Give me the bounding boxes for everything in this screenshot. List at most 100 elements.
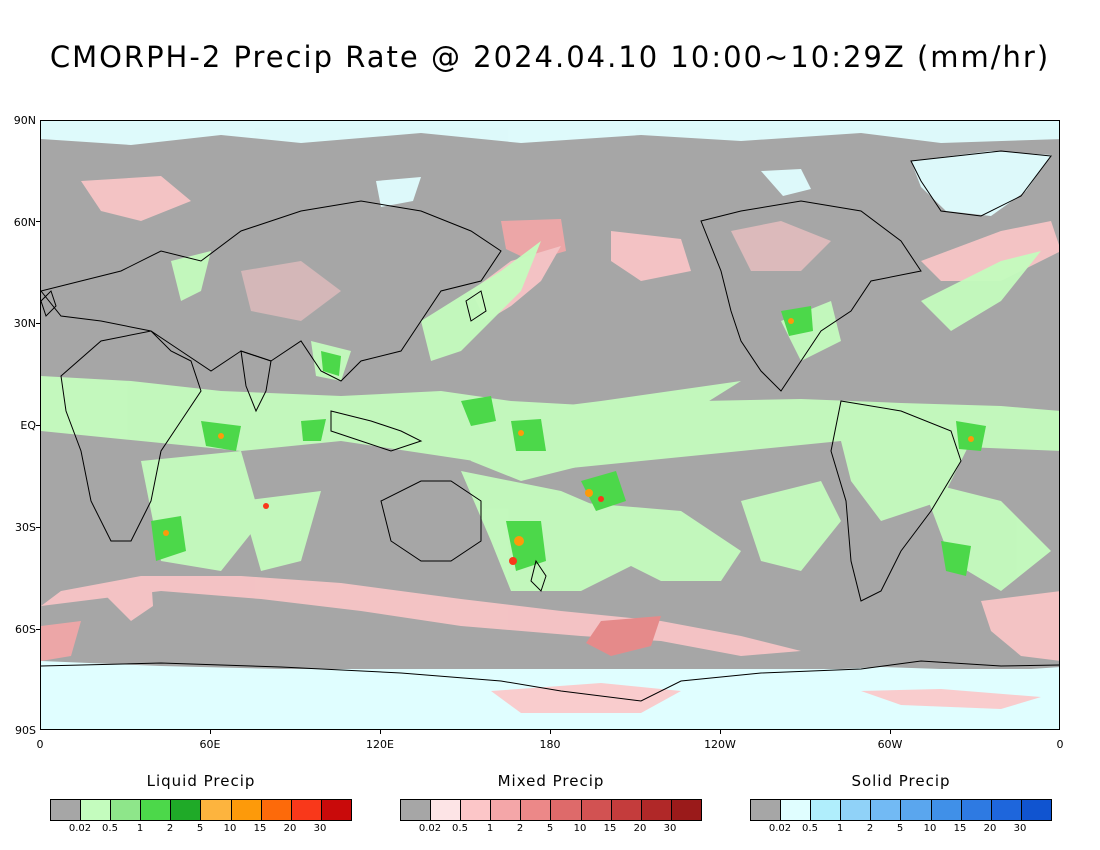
arctic-snow-region xyxy=(41,121,1059,216)
lat-label-90n: 90N xyxy=(13,114,36,127)
southern-mixed-bands xyxy=(41,576,1059,661)
legend-tick-label: 1 xyxy=(136,823,144,834)
lon-label-60e: 60E xyxy=(199,738,221,751)
legend-tick-label: 0.02 xyxy=(68,823,92,834)
lon-tick xyxy=(210,730,211,734)
legend-tick-label: 2 xyxy=(516,823,524,834)
legend-title: Solid Precip xyxy=(851,772,951,790)
lon-tick xyxy=(550,730,551,734)
legend-tick-label: 15 xyxy=(953,823,967,834)
lat-label-eq: EQ xyxy=(20,419,36,432)
legend-swatch xyxy=(871,800,902,820)
legend-swatch xyxy=(401,800,432,820)
legend-tick-label: 5 xyxy=(196,823,204,834)
legend-swatch xyxy=(491,800,522,820)
legend-swatch xyxy=(811,800,842,820)
legend-swatch xyxy=(841,800,872,820)
legend-tick-label: 1 xyxy=(486,823,494,834)
legend-tick-label: 0.5 xyxy=(102,823,118,834)
continent-outlines xyxy=(41,150,1059,702)
legend-swatch xyxy=(141,800,172,820)
legend-tick-label: 10 xyxy=(223,823,237,834)
legend-swatch xyxy=(81,800,112,820)
legend-swatch xyxy=(291,800,322,820)
legend-swatch xyxy=(581,800,612,820)
legend-swatches xyxy=(400,799,702,821)
legend-swatch xyxy=(1021,800,1051,820)
legend-swatch xyxy=(551,800,582,820)
lon-tick xyxy=(380,730,381,734)
legend-tick-label: 30 xyxy=(663,823,677,834)
legend-ticks: 0.02 0.5 1 2 5 10 15 20 30 xyxy=(50,821,352,835)
lat-label-90s: 90S xyxy=(15,724,36,737)
legend-swatches xyxy=(750,799,1052,821)
legend-swatch xyxy=(671,800,701,820)
lon-tick xyxy=(720,730,721,734)
legend-tick-label: 5 xyxy=(546,823,554,834)
lat-label-30n: 30N xyxy=(13,317,36,330)
lon-label-0: 0 xyxy=(36,738,44,751)
lon-label-180: 180 xyxy=(539,738,561,751)
legend-swatch xyxy=(521,800,552,820)
legend-liquid-precip: Liquid Precip 0.02 0.5 1 2 5 10 15 20 30 xyxy=(50,772,352,835)
lat-tick xyxy=(36,527,40,528)
lat-label-60n: 60N xyxy=(13,216,36,229)
legend-solid-precip: Solid Precip 0.02 0.5 1 2 5 10 15 20 30 xyxy=(750,772,1052,835)
legend-tick-label: 0.5 xyxy=(802,823,818,834)
lon-label-60w: 60W xyxy=(877,738,903,751)
legend-swatch xyxy=(641,800,672,820)
antarctic-mixed-region xyxy=(491,683,1041,713)
legend-tick-label: 30 xyxy=(1013,823,1027,834)
lat-tick xyxy=(36,629,40,630)
legend-swatches xyxy=(50,799,352,821)
legend-tick-label: 0.5 xyxy=(452,823,468,834)
legend-tick-label: 15 xyxy=(253,823,267,834)
legend-swatch xyxy=(111,800,142,820)
lat-label-30s: 30S xyxy=(15,521,36,534)
legend-title: Liquid Precip xyxy=(146,772,256,790)
legend-tick-label: 0.02 xyxy=(418,823,442,834)
lon-label-0-right: 0 xyxy=(1056,738,1064,751)
legend-title: Mixed Precip xyxy=(497,772,605,790)
lat-tick xyxy=(36,323,40,324)
lat-label-60s: 60S xyxy=(15,623,36,636)
legend-swatch xyxy=(231,800,262,820)
legend-mixed-precip: Mixed Precip 0.02 0.5 1 2 5 10 15 20 30 xyxy=(400,772,702,835)
legend-tick-label: 20 xyxy=(983,823,997,834)
legend-swatch xyxy=(931,800,962,820)
legend-tick-label: 5 xyxy=(896,823,904,834)
legend-swatch xyxy=(751,800,782,820)
legend-swatch xyxy=(961,800,992,820)
legend-tick-label: 0.02 xyxy=(768,823,792,834)
lon-label-120e: 120E xyxy=(366,738,394,751)
legend-tick-label: 20 xyxy=(633,823,647,834)
legend-tick-label: 1 xyxy=(836,823,844,834)
legend-swatch xyxy=(171,800,202,820)
legend-tick-label: 15 xyxy=(603,823,617,834)
precipitation-map xyxy=(40,120,1060,730)
lon-label-120w: 120W xyxy=(704,738,736,751)
legend-swatch xyxy=(261,800,292,820)
legend-swatch xyxy=(611,800,642,820)
map-title: CMORPH-2 Precip Rate @ 2024.04.10 10:00~… xyxy=(49,40,1051,74)
lat-tick xyxy=(36,425,40,426)
legend-swatch xyxy=(321,800,351,820)
legend-swatch xyxy=(461,800,492,820)
lat-tick xyxy=(36,221,40,222)
legend-tick-label: 20 xyxy=(283,823,297,834)
legend-tick-label: 2 xyxy=(166,823,174,834)
legend-tick-label: 10 xyxy=(573,823,587,834)
legend-swatch xyxy=(201,800,232,820)
legend-tick-label: 30 xyxy=(313,823,327,834)
legend-tick-label: 10 xyxy=(923,823,937,834)
legend-swatch xyxy=(901,800,932,820)
legend-swatch xyxy=(51,800,82,820)
legend-tick-label: 2 xyxy=(866,823,874,834)
lon-tick xyxy=(890,730,891,734)
map-canvas xyxy=(41,121,1059,729)
legend-swatch xyxy=(431,800,462,820)
legend-ticks: 0.02 0.5 1 2 5 10 15 20 30 xyxy=(750,821,1052,835)
legend-swatch xyxy=(991,800,1022,820)
heavy-liquid-cores xyxy=(163,318,974,565)
legend-ticks: 0.02 0.5 1 2 5 10 15 20 30 xyxy=(400,821,702,835)
